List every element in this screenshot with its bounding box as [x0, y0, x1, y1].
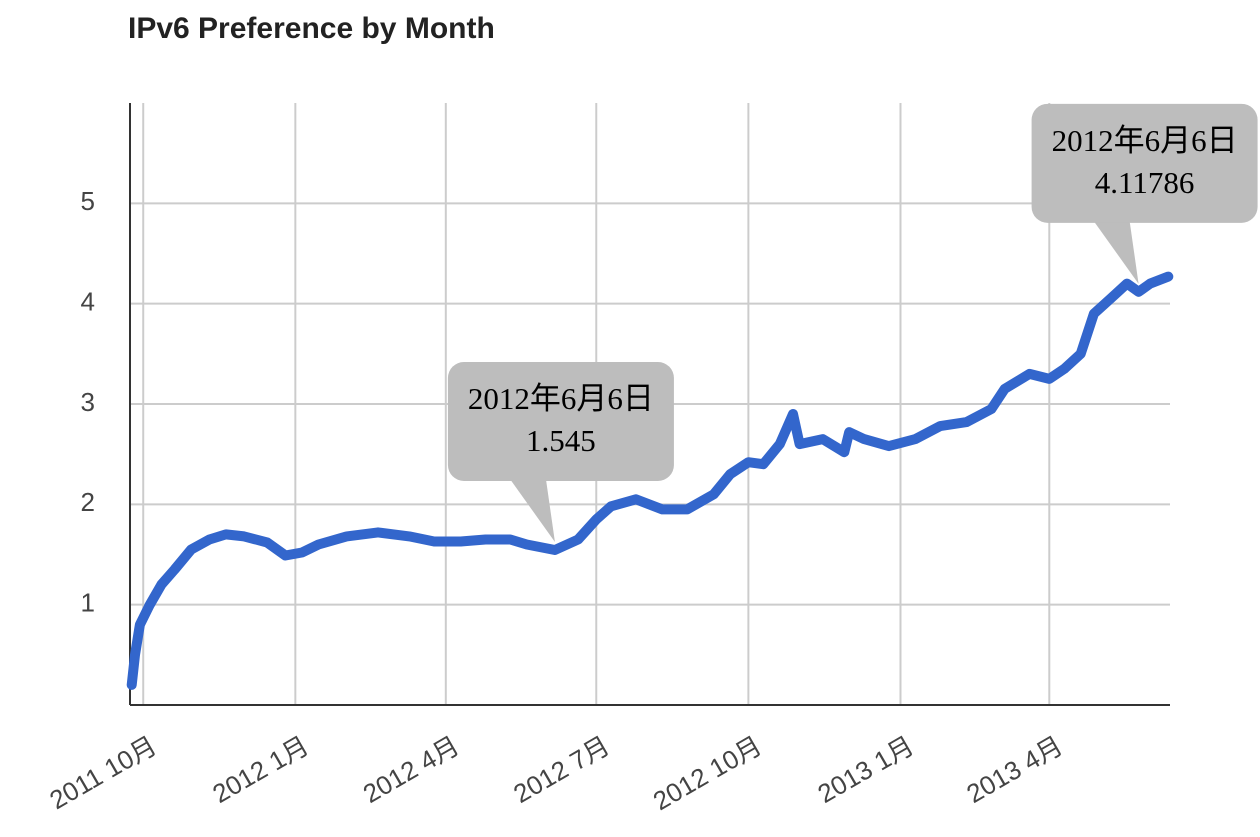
annotation-text: 2012年6月6日 — [1052, 123, 1238, 158]
chart-title: IPv6 Preference by Month — [128, 12, 495, 45]
x-tick-label: 2012 4月 — [358, 730, 464, 809]
annotation-text: 1.545 — [526, 423, 596, 458]
y-tick-label: 5 — [81, 186, 95, 216]
callout-pointer — [1088, 213, 1139, 284]
y-tick-label: 4 — [81, 287, 95, 317]
callout-box — [1031, 103, 1258, 223]
callout-pointer — [504, 471, 555, 542]
annotation: 2012年6月6日 1.545 — [447, 361, 674, 542]
callout-box — [447, 361, 674, 481]
y-tick-label: 1 — [81, 588, 95, 618]
x-tick-label: 2012 10月 — [648, 730, 767, 816]
x-tick-label: 2013 1月 — [813, 730, 919, 809]
y-tick-label: 2 — [81, 487, 95, 517]
x-tick-label: 2012 7月 — [508, 730, 614, 809]
x-tick-label: 2011 10月 — [44, 730, 161, 815]
annotation-text: 4.11786 — [1095, 165, 1195, 200]
y-tick-label: 3 — [81, 387, 95, 417]
x-tick-label: 2013 4月 — [961, 730, 1067, 809]
data-line — [126, 271, 1174, 690]
annotation: 2012年6月6日 4.11786 — [1031, 103, 1258, 284]
annotation-text: 2012年6月6日 — [468, 381, 654, 416]
x-tick-label: 2012 1月 — [207, 730, 313, 809]
